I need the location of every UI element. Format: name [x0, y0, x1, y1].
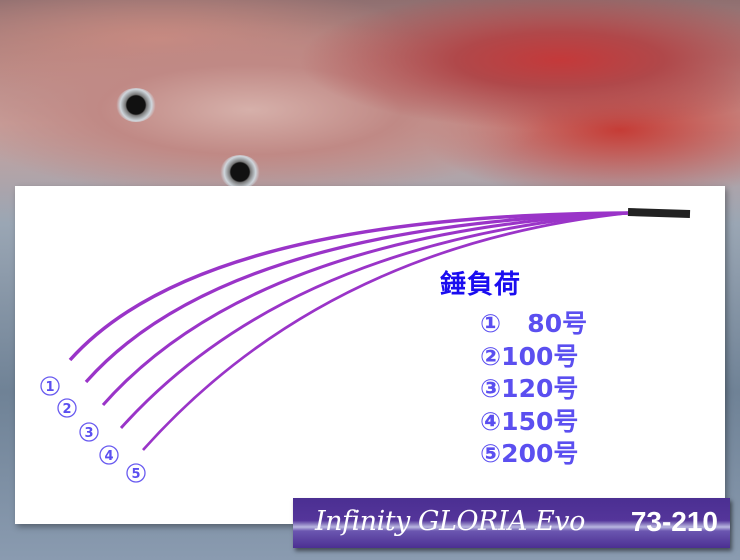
rod-marker-label: 5: [131, 467, 140, 482]
product-banner: Infinity GLORIA Evo 73-210: [293, 498, 730, 548]
squid-eye: [116, 88, 156, 122]
rod-marker-circle: [79, 422, 99, 442]
rod-curve: [141, 211, 629, 451]
legend-title: 錘負荷: [440, 270, 522, 300]
rod-curve: [119, 211, 629, 429]
rod-marker-label: 2: [62, 402, 71, 417]
rod-marker-label: 1: [45, 380, 54, 395]
legend-item: ③120号: [480, 374, 579, 403]
rod-curve: [68, 211, 629, 362]
rod-handle: [627, 208, 691, 218]
legend-item: ④150号: [480, 406, 579, 436]
rod-marker-circle: [57, 398, 77, 418]
weight-load-legend: ① 80号 ②100号 ③120号 ④150号 ⑤200号: [480, 308, 587, 471]
legend-item: ⑤200号: [480, 439, 579, 468]
rod-marker-circle: [40, 376, 60, 396]
legend-item: ① 80号: [480, 309, 588, 338]
product-model: 73-210: [630, 506, 718, 537]
rod-curve: [84, 211, 629, 384]
squid-eye: [220, 155, 260, 189]
legend-item: ②100号: [480, 341, 579, 371]
product-brand: Infinity GLORIA Evo: [315, 506, 585, 537]
rod-marker-label: 4: [104, 449, 113, 464]
rod-marker-circle: [99, 445, 119, 465]
rod-curve: [101, 211, 629, 407]
rod-marker-label: 3: [84, 426, 93, 441]
rod-marker-circle: [126, 463, 146, 483]
